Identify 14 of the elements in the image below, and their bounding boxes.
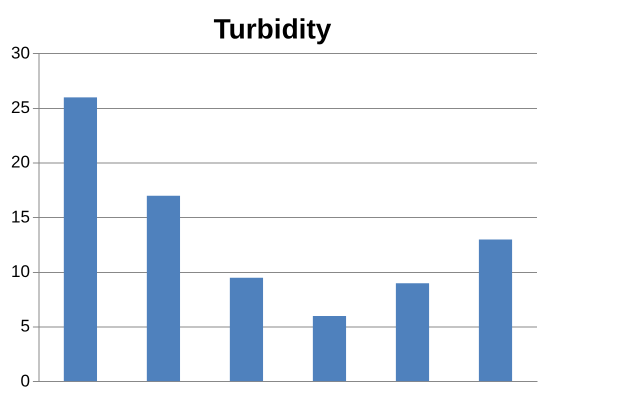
y-tick-label: 30 — [10, 43, 30, 62]
y-tick-label: 25 — [10, 98, 30, 117]
y-tick-label: 20 — [10, 152, 30, 172]
bar — [396, 283, 430, 382]
bar — [230, 278, 264, 382]
bar — [64, 97, 98, 382]
y-tick-label: 10 — [10, 262, 30, 281]
bar — [478, 239, 512, 382]
y-tick-label: 0 — [20, 371, 30, 390]
bar — [146, 196, 180, 382]
chart-title: Turbidity — [214, 14, 332, 45]
bar — [312, 316, 346, 382]
y-tick-label: 15 — [10, 207, 30, 226]
y-tick-label: 5 — [20, 316, 30, 336]
